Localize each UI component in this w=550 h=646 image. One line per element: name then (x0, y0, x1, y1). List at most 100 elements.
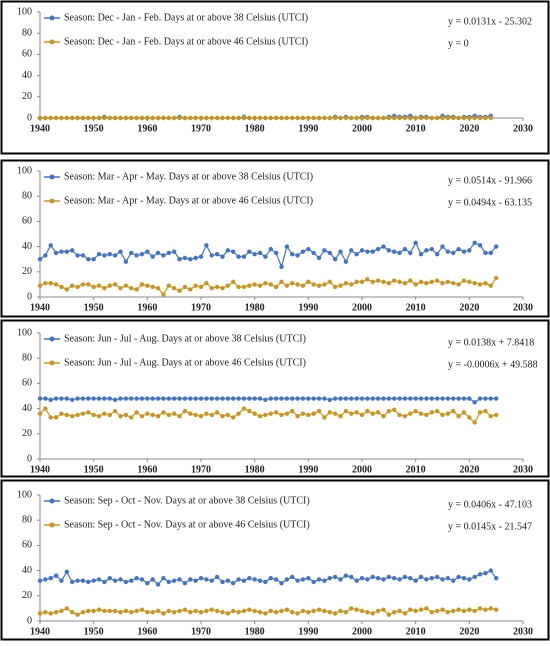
data-point (91, 396, 96, 401)
data-point (322, 415, 327, 420)
data-point (434, 396, 440, 401)
data-point (236, 115, 241, 121)
data-point (188, 411, 193, 416)
data-point (161, 410, 166, 415)
data-point (338, 608, 343, 614)
data-point (145, 249, 150, 254)
data-point (451, 396, 456, 401)
data-point (354, 279, 359, 285)
data-point (107, 251, 112, 257)
legend-label: Season: Dec - Jan - Feb. Days at or abov… (64, 36, 308, 47)
x-tick-label: 1990 (298, 626, 318, 637)
data-point (381, 244, 386, 249)
data-point (295, 611, 300, 616)
data-point (252, 411, 257, 416)
legend-marker (49, 336, 55, 342)
data-point (166, 412, 171, 418)
data-point (155, 396, 161, 401)
data-point (273, 410, 279, 415)
x-tick-label: 1940 (30, 123, 50, 134)
data-point (241, 578, 247, 583)
data-point (123, 396, 129, 401)
data-point (220, 579, 225, 585)
data-point (279, 279, 284, 285)
data-point (375, 608, 381, 614)
data-point (204, 608, 209, 614)
data-point (429, 396, 434, 401)
data-point (408, 575, 413, 581)
data-point (456, 396, 461, 401)
data-point (96, 577, 102, 582)
data-point (349, 574, 354, 580)
data-point (188, 115, 193, 121)
data-point (107, 575, 112, 581)
data-point (456, 574, 461, 580)
data-point (139, 282, 145, 287)
data-point (477, 115, 483, 121)
data-point (198, 413, 204, 419)
data-point (123, 283, 129, 288)
data-point (488, 283, 493, 288)
data-point (43, 396, 48, 401)
data-point (193, 255, 198, 261)
data-point (139, 396, 145, 401)
data-point (171, 411, 177, 416)
data-point (354, 396, 359, 401)
data-point (381, 279, 386, 285)
y-tick-label: 40 (22, 70, 32, 81)
data-point (343, 259, 349, 264)
data-point (236, 396, 241, 401)
x-tick-label: 1960 (137, 464, 157, 475)
data-point (429, 575, 434, 581)
data-point (75, 253, 80, 258)
data-point (488, 413, 493, 419)
data-point (273, 115, 279, 121)
data-point (91, 578, 96, 583)
data-point (91, 412, 96, 418)
data-point (343, 609, 349, 615)
data-point (96, 607, 102, 612)
data-point (397, 115, 402, 121)
data-point (48, 575, 53, 581)
y-tick-label: 60 (22, 49, 32, 60)
data-point (483, 250, 488, 256)
x-tick-label: 2000 (352, 464, 372, 475)
data-point (343, 573, 349, 578)
legend-marker (49, 174, 55, 180)
data-point (279, 581, 284, 586)
data-point (386, 248, 392, 253)
data-point (257, 115, 263, 121)
data-point (145, 609, 150, 615)
data-point (80, 115, 86, 121)
x-tick-label: 1980 (245, 626, 265, 637)
data-point (483, 280, 488, 286)
data-point (451, 250, 456, 256)
data-point (332, 115, 338, 121)
data-point (295, 282, 300, 287)
data-point (161, 396, 166, 401)
x-tick-label: 2020 (459, 123, 479, 134)
data-point (365, 277, 370, 282)
data-point (349, 282, 354, 287)
data-point (182, 396, 188, 401)
data-point (247, 408, 252, 414)
panel-frame (0, 319, 550, 478)
data-point (118, 249, 123, 254)
data-point (107, 412, 112, 418)
data-point (370, 396, 375, 401)
data-point (91, 608, 96, 614)
data-point (177, 396, 182, 401)
data-point (300, 283, 306, 288)
data-point (467, 396, 472, 401)
data-point (188, 609, 193, 615)
data-point (53, 415, 59, 420)
x-tick-label: 1950 (84, 464, 104, 475)
x-tick-label: 1950 (84, 626, 104, 637)
y-tick-label: 20 (22, 266, 32, 277)
data-point (118, 396, 123, 401)
data-point (220, 396, 225, 401)
data-point (365, 249, 370, 254)
data-point (284, 411, 290, 416)
data-point (188, 577, 193, 582)
data-point (477, 572, 483, 577)
